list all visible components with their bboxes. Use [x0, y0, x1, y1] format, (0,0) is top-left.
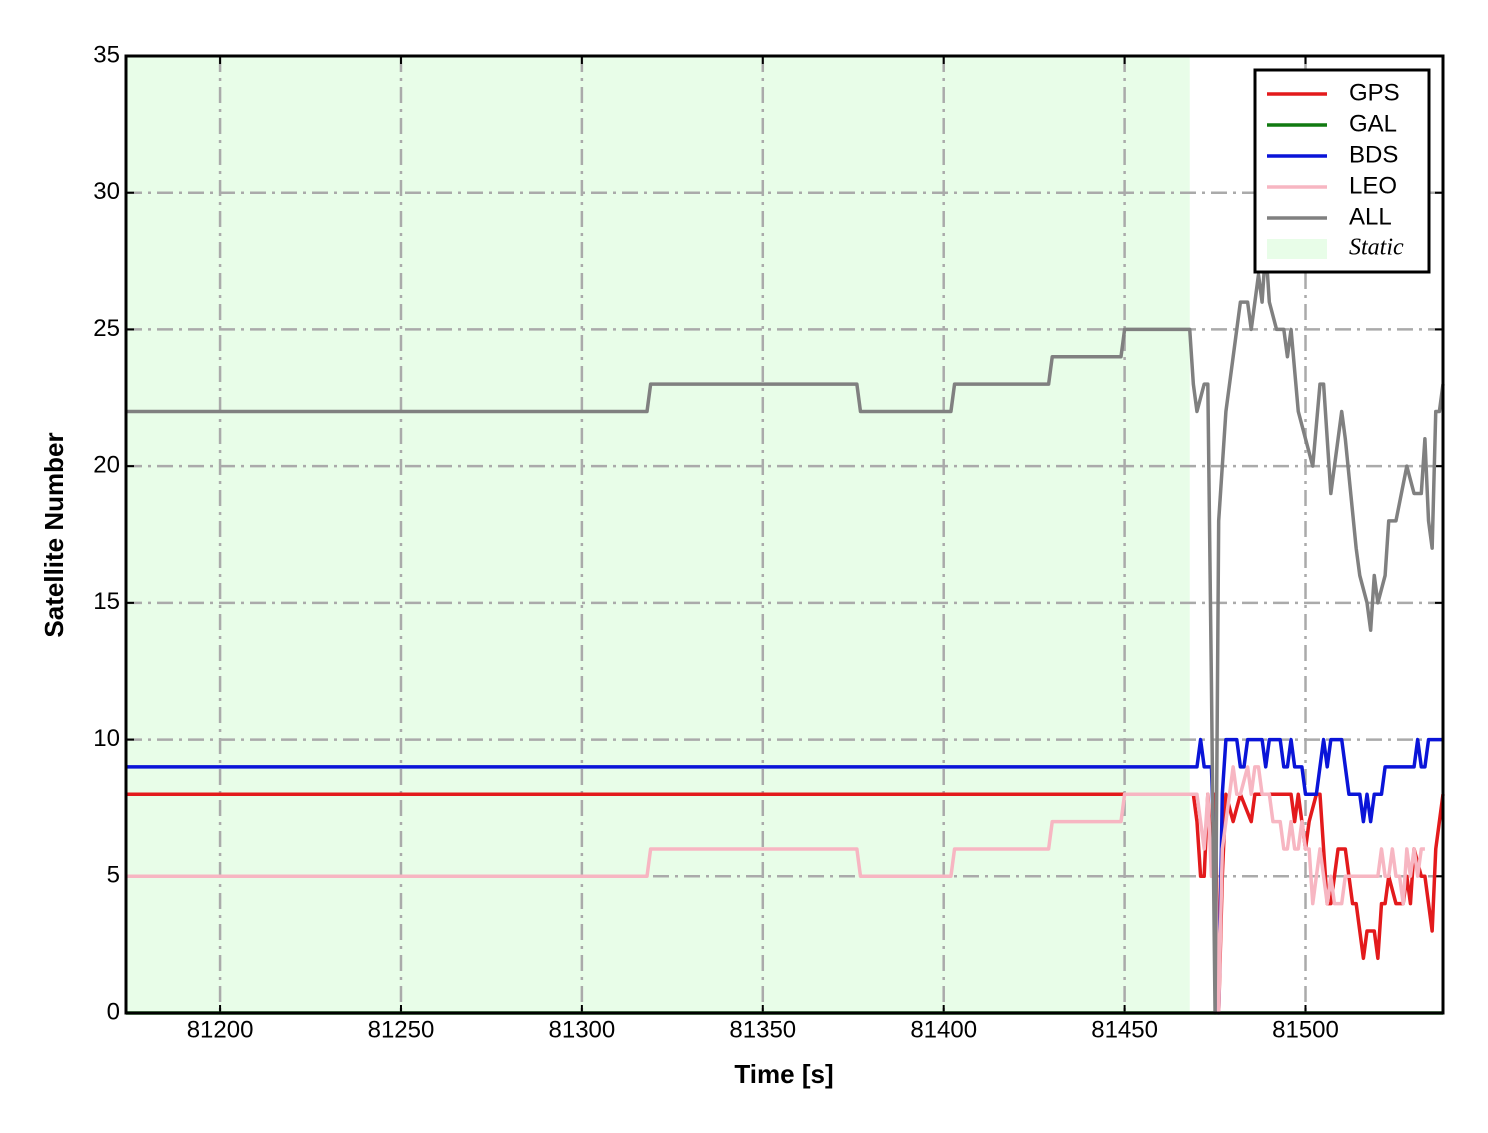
y-tick-label: 15	[93, 588, 120, 615]
x-axis-title: Time [s]	[734, 1059, 833, 1089]
y-tick-label: 25	[93, 315, 120, 342]
y-tick-label: 30	[93, 178, 120, 205]
x-tick-label: 81400	[910, 1016, 977, 1043]
plot-frame	[124, 54, 1445, 1015]
series-line	[126, 737, 1443, 1015]
x-tick-label: 81200	[187, 1016, 254, 1043]
x-tick-label: 81300	[549, 1016, 616, 1043]
legend-swatch	[1267, 239, 1327, 259]
y-tick-label: 10	[93, 725, 120, 752]
x-tick-label: 81250	[368, 1016, 435, 1043]
legend-label: Static	[1349, 235, 1404, 261]
series-line	[126, 245, 1445, 1015]
legend-label: BDS	[1349, 141, 1398, 168]
y-axis-title: Satellite Number	[39, 432, 69, 637]
legend: GPS GAL BDS LEO ALL Static	[1253, 68, 1431, 274]
x-tick-label: 81500	[1272, 1016, 1339, 1043]
legend-label: ALL	[1349, 203, 1392, 230]
x-tick-label: 81350	[729, 1016, 796, 1043]
series-line	[126, 765, 1425, 1015]
legend-box	[1253, 68, 1431, 274]
x-tick-label: 81450	[1091, 1016, 1158, 1043]
legend-label: GPS	[1349, 79, 1400, 106]
y-tick-label: 0	[107, 998, 120, 1025]
legend-label: LEO	[1349, 172, 1397, 199]
y-tick-label: 35	[93, 41, 120, 68]
y-tick-label: 5	[107, 862, 120, 889]
y-tick-label: 20	[93, 451, 120, 478]
legend-label: GAL	[1349, 110, 1397, 137]
static-span	[126, 56, 1190, 1013]
